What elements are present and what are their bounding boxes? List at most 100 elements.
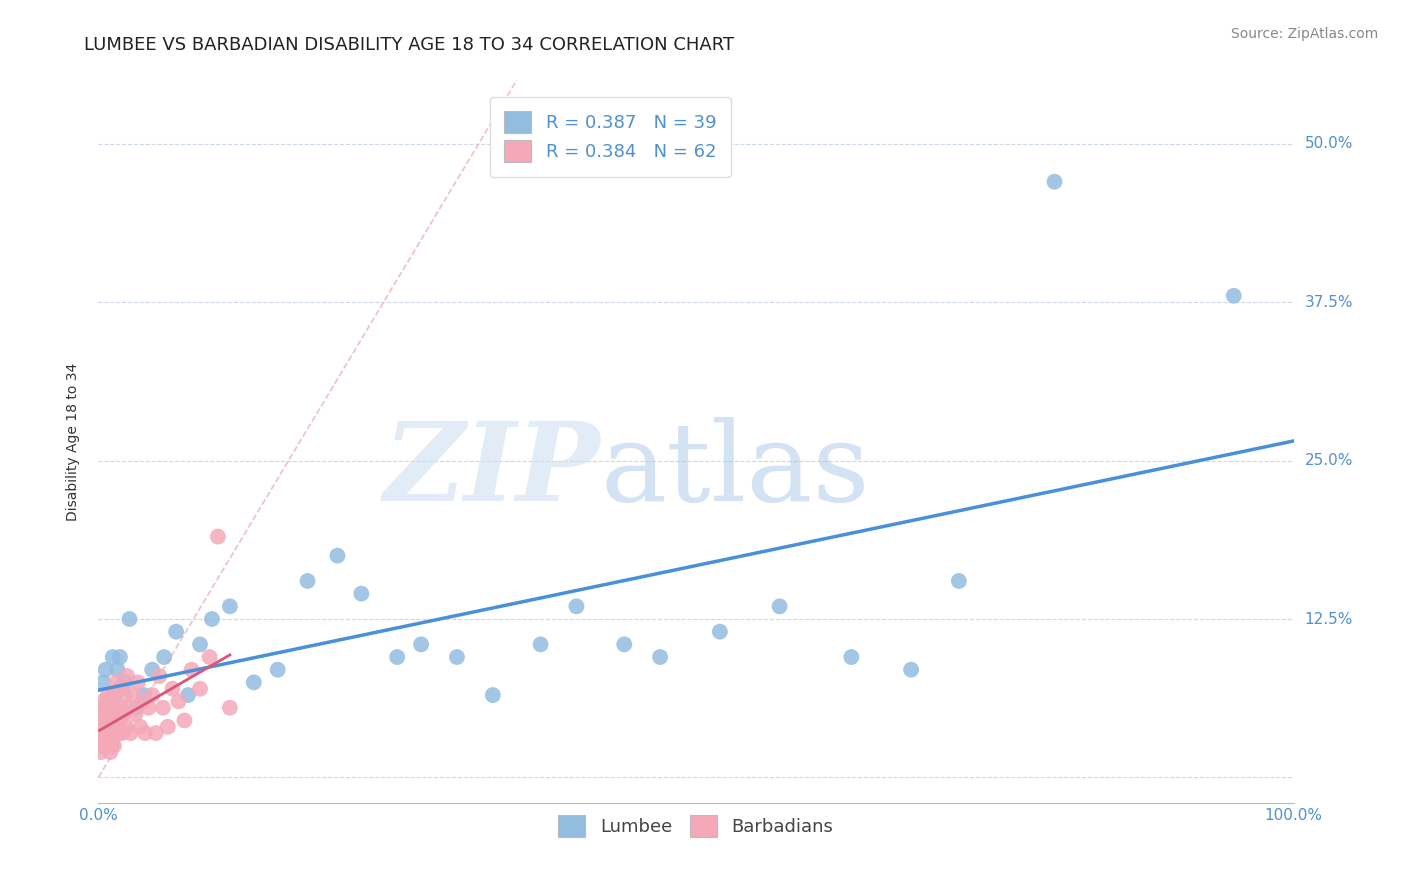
Point xyxy=(110,700,132,714)
Point xyxy=(167,694,190,708)
Legend: Lumbee, Barbadians: Lumbee, Barbadians xyxy=(551,808,841,845)
Point xyxy=(93,739,115,753)
Point xyxy=(108,681,131,696)
Point xyxy=(129,720,152,734)
Point xyxy=(97,688,120,702)
Point xyxy=(115,720,138,734)
Point xyxy=(201,612,224,626)
Point xyxy=(90,700,112,714)
Point xyxy=(709,624,731,639)
Text: 25.0%: 25.0% xyxy=(1305,453,1353,468)
Point xyxy=(198,650,221,665)
Point xyxy=(173,714,195,728)
Point xyxy=(117,700,139,714)
Point xyxy=(134,726,156,740)
Point xyxy=(98,745,122,759)
Point xyxy=(98,714,122,728)
Point xyxy=(243,675,266,690)
Y-axis label: Disability Age 18 to 34: Disability Age 18 to 34 xyxy=(66,362,80,521)
Point xyxy=(122,688,145,702)
Point xyxy=(91,714,114,728)
Point xyxy=(114,675,136,690)
Point xyxy=(530,637,553,651)
Point xyxy=(841,650,863,665)
Point xyxy=(107,726,129,740)
Point xyxy=(131,694,153,708)
Point xyxy=(105,726,128,740)
Point xyxy=(91,694,114,708)
Point xyxy=(207,530,229,544)
Point xyxy=(97,700,120,714)
Point xyxy=(105,675,128,690)
Point xyxy=(89,720,111,734)
Point xyxy=(107,707,129,722)
Point xyxy=(152,700,174,714)
Point xyxy=(132,688,155,702)
Point xyxy=(326,549,349,563)
Point xyxy=(111,726,134,740)
Point xyxy=(141,663,163,677)
Point xyxy=(101,726,124,740)
Point xyxy=(565,599,588,614)
Point xyxy=(97,726,120,740)
Point xyxy=(103,700,125,714)
Text: 50.0%: 50.0% xyxy=(1305,136,1353,151)
Text: 37.5%: 37.5% xyxy=(1305,294,1353,310)
Point xyxy=(219,700,242,714)
Point xyxy=(98,739,121,753)
Point xyxy=(94,663,117,677)
Point xyxy=(297,574,319,588)
Point xyxy=(96,707,118,722)
Point xyxy=(91,675,114,690)
Point xyxy=(90,726,112,740)
Text: ZIP: ZIP xyxy=(384,417,600,524)
Point xyxy=(411,637,433,651)
Point xyxy=(613,637,636,651)
Point xyxy=(91,732,114,747)
Point xyxy=(125,700,148,714)
Point xyxy=(90,745,112,759)
Point xyxy=(115,669,138,683)
Point xyxy=(124,707,146,722)
Point xyxy=(188,681,211,696)
Point xyxy=(118,612,141,626)
Point xyxy=(156,720,179,734)
Point xyxy=(648,650,672,665)
Point xyxy=(100,739,122,753)
Point xyxy=(446,650,468,665)
Point xyxy=(104,688,127,702)
Point xyxy=(108,650,131,665)
Point xyxy=(148,669,170,683)
Point xyxy=(100,700,122,714)
Point xyxy=(104,720,127,734)
Point xyxy=(177,688,200,702)
Point xyxy=(219,599,242,614)
Point xyxy=(153,650,176,665)
Point xyxy=(162,681,184,696)
Point xyxy=(385,650,409,665)
Point xyxy=(93,714,115,728)
Point xyxy=(350,587,373,601)
Text: 12.5%: 12.5% xyxy=(1305,612,1353,626)
Text: atlas: atlas xyxy=(600,417,870,524)
Point xyxy=(94,700,117,714)
Point xyxy=(138,700,160,714)
Point xyxy=(948,574,970,588)
Point xyxy=(89,739,111,753)
Text: LUMBEE VS BARBADIAN DISABILITY AGE 18 TO 34 CORRELATION CHART: LUMBEE VS BARBADIAN DISABILITY AGE 18 TO… xyxy=(84,36,734,54)
Point xyxy=(120,726,142,740)
Point xyxy=(96,739,118,753)
Point xyxy=(180,663,202,677)
Point xyxy=(127,675,149,690)
Point xyxy=(107,663,129,677)
Point xyxy=(481,688,505,702)
Point xyxy=(1223,289,1246,303)
Text: Source: ZipAtlas.com: Source: ZipAtlas.com xyxy=(1230,27,1378,41)
Point xyxy=(98,694,121,708)
Point xyxy=(91,739,114,753)
Point xyxy=(101,688,124,702)
Point xyxy=(267,663,290,677)
Point xyxy=(94,732,117,747)
Point xyxy=(112,707,135,722)
Point xyxy=(101,650,124,665)
